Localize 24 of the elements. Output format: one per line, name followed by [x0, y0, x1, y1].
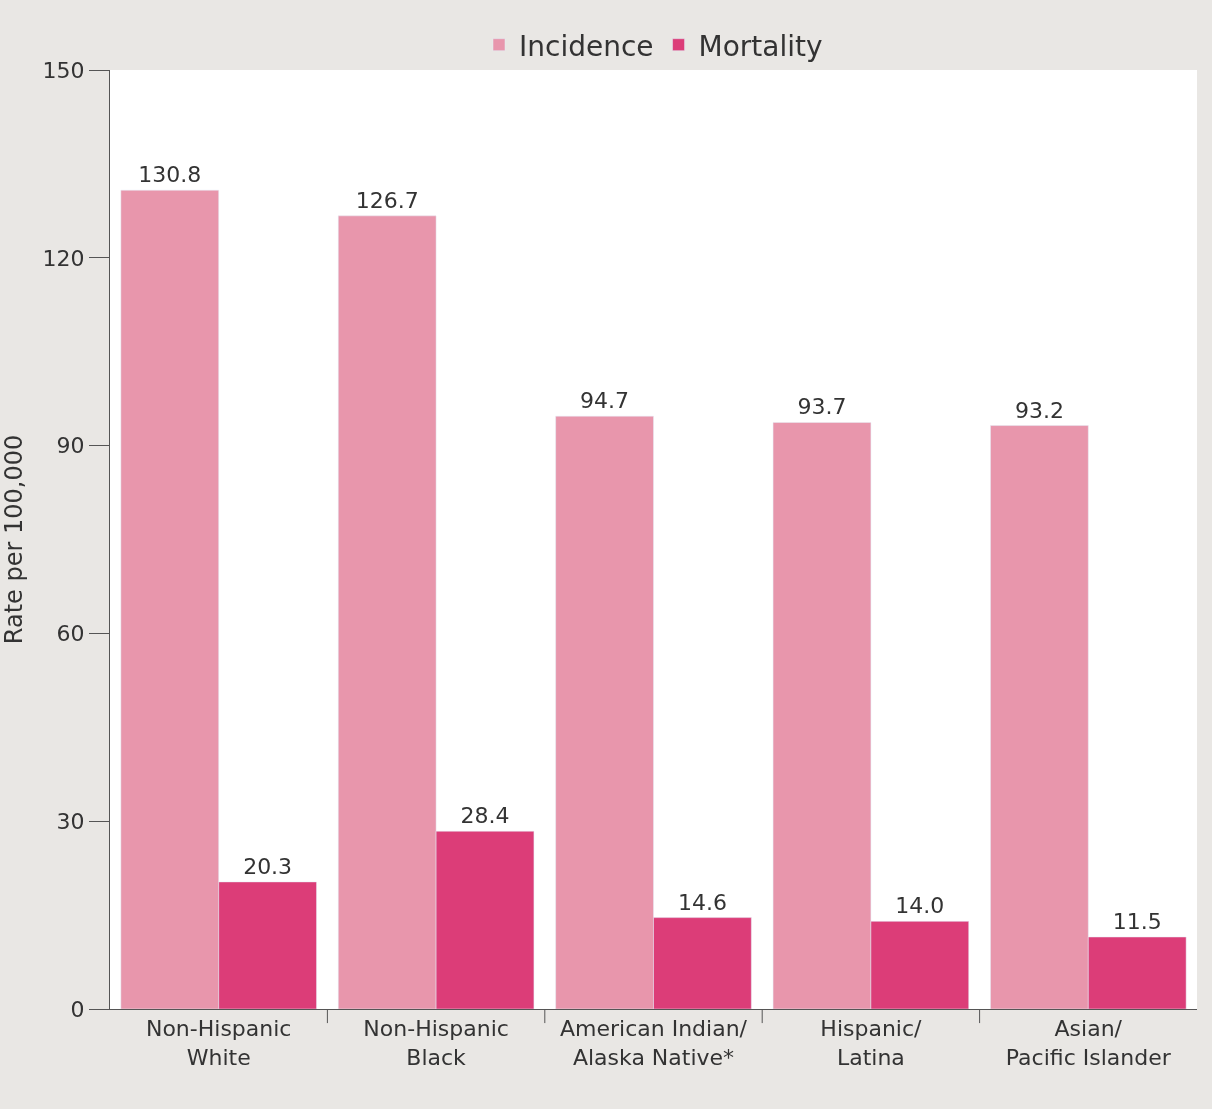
y-tick-label: 150 — [42, 57, 85, 83]
data-label: 11.5 — [1112, 909, 1162, 935]
y-tick-label: 90 — [56, 433, 85, 459]
y-tick-label: 120 — [42, 245, 85, 271]
x-tick-label: American Indian/ Alaska Native* — [559, 1016, 748, 1070]
data-label: 130.8 — [138, 162, 202, 188]
data-label: 93.2 — [1014, 397, 1064, 423]
y-tick-label: 60 — [56, 621, 85, 647]
data-label: 14.6 — [677, 889, 727, 915]
data-label: 94.7 — [580, 388, 630, 414]
x-tick-label: Non-Hispanic White — [145, 1016, 292, 1070]
x-tick-label: Hispanic/ Latina — [820, 1016, 923, 1070]
data-label: 14.0 — [895, 893, 945, 919]
data-label: 93.7 — [797, 394, 847, 420]
data-label: 28.4 — [460, 803, 510, 829]
x-tick-label: Non-Hispanic Black — [363, 1016, 509, 1070]
x-tick-label: Asian/ Pacific Islander — [1005, 1016, 1172, 1070]
legend-label: Incidence — [519, 29, 654, 63]
legend-label: Mortality — [698, 29, 823, 63]
y-axis-title: Rate per 100,000 — [0, 434, 28, 645]
data-label: 20.3 — [243, 853, 293, 879]
data-label: 126.7 — [355, 187, 419, 213]
y-tick-label: 30 — [56, 808, 85, 834]
y-tick-label: 0 — [70, 996, 85, 1022]
